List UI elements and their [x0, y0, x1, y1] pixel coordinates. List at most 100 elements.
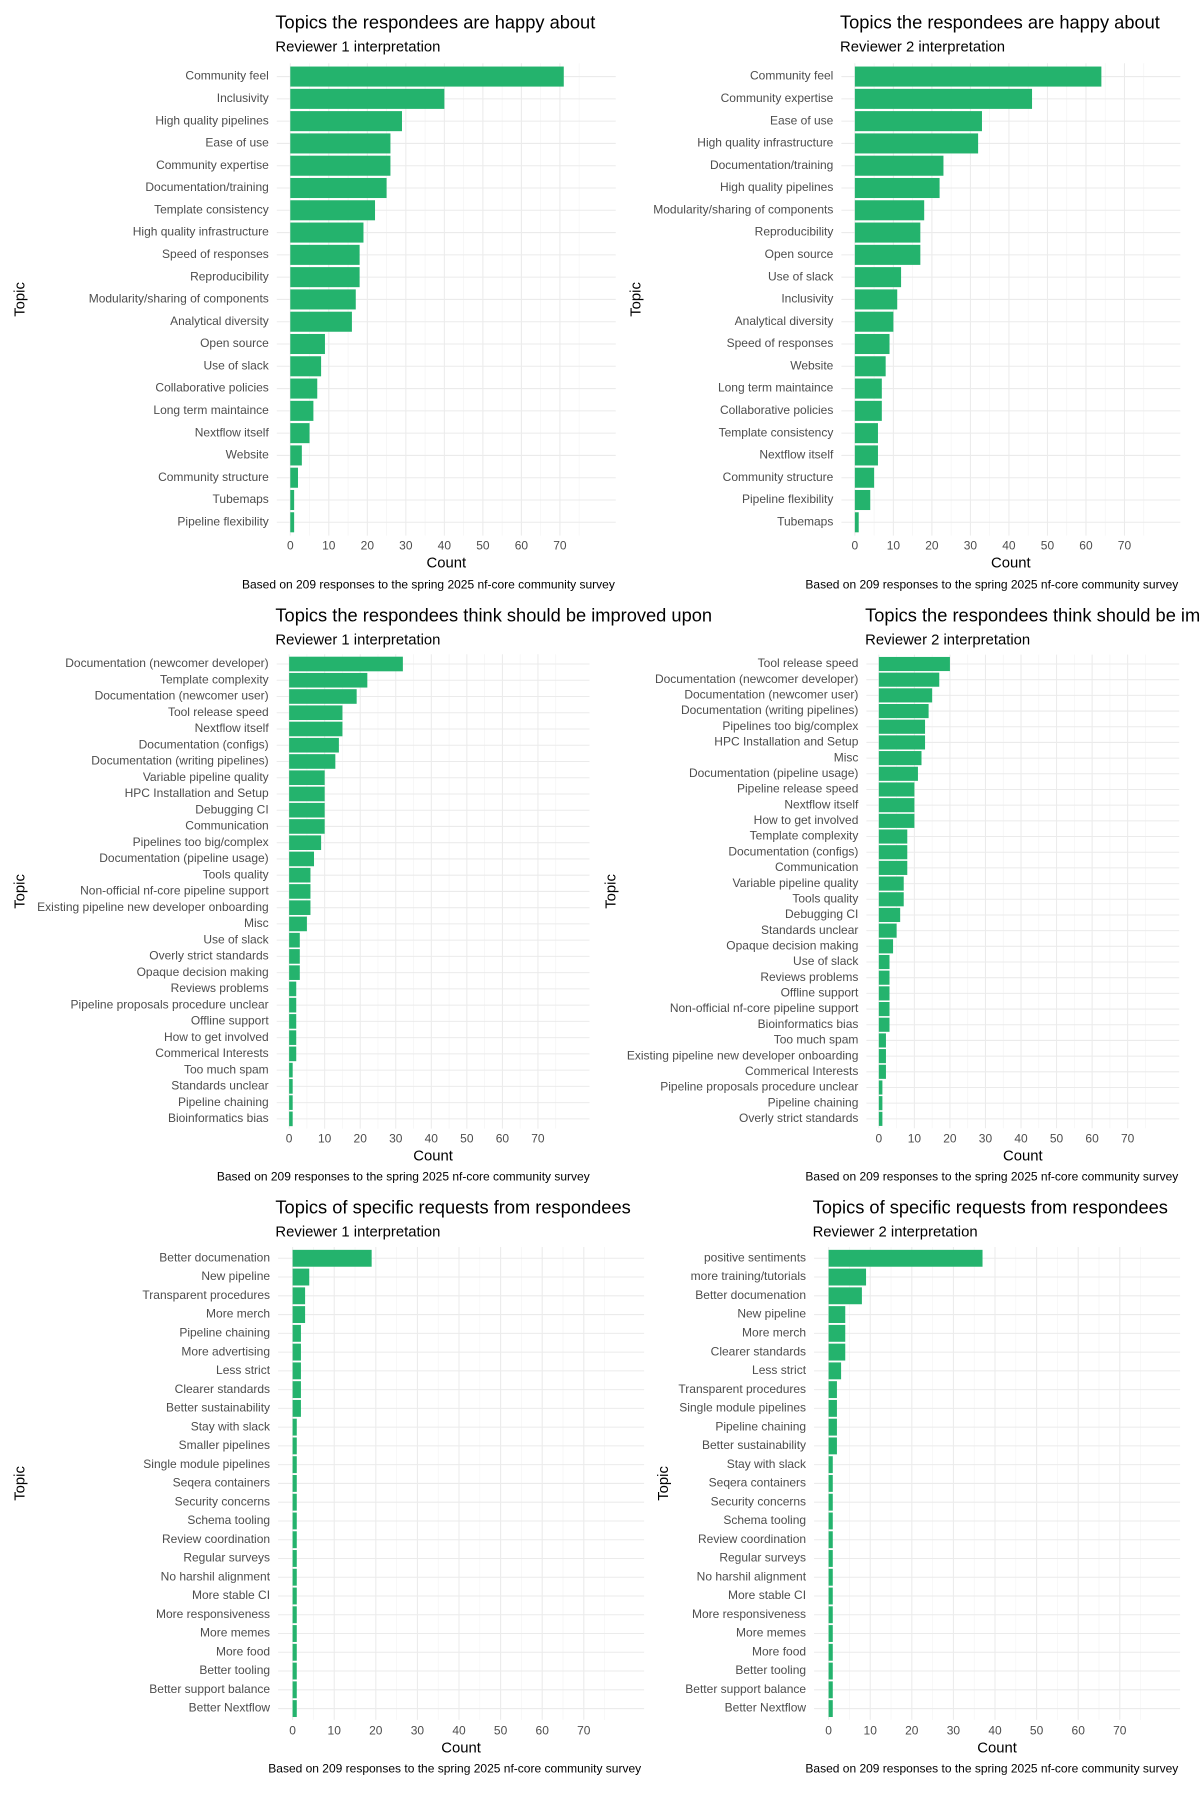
x-tick-label: 70 — [531, 1132, 545, 1146]
y-tick-label: Ease of use — [205, 136, 269, 150]
y-tick-label: Website — [226, 448, 269, 462]
bar — [292, 1324, 301, 1342]
bar — [289, 965, 300, 980]
bar — [292, 1249, 372, 1267]
bar — [878, 688, 933, 703]
y-tick-label: Community expertise — [156, 158, 269, 172]
bar — [828, 1568, 833, 1586]
y-tick-label: Documentation (configs) — [728, 844, 858, 858]
bar — [828, 1587, 833, 1605]
bar — [854, 311, 894, 332]
y-tick-label: Community feel — [750, 69, 833, 83]
y-tick-label: Reviews problems — [171, 981, 269, 995]
bar — [289, 737, 339, 753]
bar — [854, 133, 979, 154]
x-tick-label: 40 — [425, 1132, 439, 1146]
bar — [878, 829, 908, 844]
y-tick-label: Documentation (newcomer user) — [684, 688, 858, 702]
y-tick-label: Standards unclear — [761, 923, 858, 937]
y-tick-label: Too much spam — [184, 1062, 269, 1076]
bar — [289, 1030, 297, 1045]
chart-panel: Topics the respondees think should be im… — [603, 605, 1200, 1184]
y-tick-label: Pipeline chaining — [768, 1095, 859, 1109]
chart-title: Topics of specific requests from respond… — [813, 1197, 1168, 1218]
x-tick-label: 40 — [438, 538, 452, 552]
bar — [828, 1681, 833, 1699]
y-axis-title: Topic — [628, 282, 644, 317]
x-tick-label: 50 — [1050, 1132, 1064, 1146]
y-tick-label: Seqera containers — [709, 1476, 806, 1490]
y-tick-label: Existing pipeline new developer onboardi… — [37, 900, 268, 914]
bar — [289, 786, 325, 802]
chart-caption: Based on 209 responses to the spring 202… — [268, 1761, 641, 1775]
bar — [828, 1249, 983, 1267]
bar — [878, 1064, 886, 1079]
bar — [292, 1625, 297, 1642]
bar — [290, 289, 356, 310]
x-tick-label: 60 — [1079, 538, 1093, 552]
x-axis-title: Count — [1003, 1148, 1043, 1164]
chart-subtitle: Reviewer 2 interpretation — [813, 1225, 978, 1241]
y-tick-label: Pipeline flexibility — [742, 492, 833, 506]
bar — [290, 244, 360, 265]
y-tick-label: Smaller pipelines — [179, 1438, 270, 1452]
chart-caption: Based on 209 responses to the spring 202… — [805, 1761, 1178, 1775]
x-tick-label: 40 — [1002, 538, 1016, 552]
y-tick-label: Pipeline chaining — [178, 1095, 269, 1109]
y-tick-label: Use of slack — [768, 269, 834, 283]
bar — [854, 222, 921, 243]
x-tick-label: 60 — [536, 1724, 550, 1738]
y-tick-label: More advertising — [181, 1344, 270, 1358]
y-tick-label: No harshil alignment — [161, 1569, 271, 1583]
y-tick-label: Tubemaps — [213, 492, 269, 506]
y-tick-label: More food — [752, 1644, 806, 1658]
bar — [828, 1643, 833, 1661]
bar — [289, 721, 343, 737]
bar — [828, 1268, 867, 1286]
y-tick-label: Communication — [185, 819, 268, 833]
bar — [290, 133, 391, 154]
y-tick-label: How to get involved — [754, 813, 859, 827]
x-tick-label: 50 — [1030, 1724, 1044, 1738]
y-tick-label: Use of slack — [793, 954, 859, 968]
chart-caption: Based on 209 responses to the spring 202… — [805, 577, 1178, 591]
y-tick-label: Nextflow itself — [784, 797, 859, 811]
bar — [292, 1474, 297, 1492]
bar — [878, 1033, 886, 1048]
y-tick-label: Better support balance — [149, 1682, 270, 1696]
bar — [290, 512, 295, 533]
chart-caption: Based on 209 responses to the spring 202… — [805, 1169, 1178, 1183]
y-tick-label: Opaque decision making — [137, 965, 269, 979]
y-tick-label: Template complexity — [160, 672, 269, 686]
bar — [290, 400, 314, 421]
y-tick-label: Collaborative policies — [720, 403, 833, 417]
bar — [292, 1268, 310, 1286]
bar — [289, 932, 300, 948]
bar — [854, 400, 882, 421]
y-tick-label: New pipeline — [737, 1307, 806, 1321]
y-tick-label: Commerical Interests — [745, 1064, 858, 1078]
y-tick-label: Documentation (pipeline usage) — [689, 766, 858, 780]
y-tick-label: Analytical diversity — [735, 314, 834, 328]
bar — [289, 884, 311, 899]
bar — [289, 802, 325, 818]
bar — [292, 1662, 297, 1680]
bar — [878, 907, 901, 923]
bar — [878, 719, 926, 734]
y-axis-title: Topic — [12, 282, 28, 317]
y-tick-label: Long term maintaince — [718, 381, 834, 395]
x-tick-label: 60 — [515, 538, 529, 552]
x-tick-label: 70 — [1118, 538, 1132, 552]
y-tick-label: Pipelines too big/complex — [133, 835, 269, 849]
bar — [292, 1287, 306, 1305]
bar — [878, 1080, 883, 1095]
y-tick-label: Documentation/training — [710, 158, 833, 172]
bar — [292, 1437, 297, 1455]
y-tick-label: Template complexity — [750, 829, 859, 843]
y-tick-label: Debugging CI — [785, 907, 858, 921]
chart-panel: Topics the respondees think should be im… — [12, 605, 712, 1184]
bar — [878, 703, 929, 719]
y-tick-label: Documentation (writing pipelines) — [681, 703, 858, 717]
bar — [289, 770, 325, 786]
